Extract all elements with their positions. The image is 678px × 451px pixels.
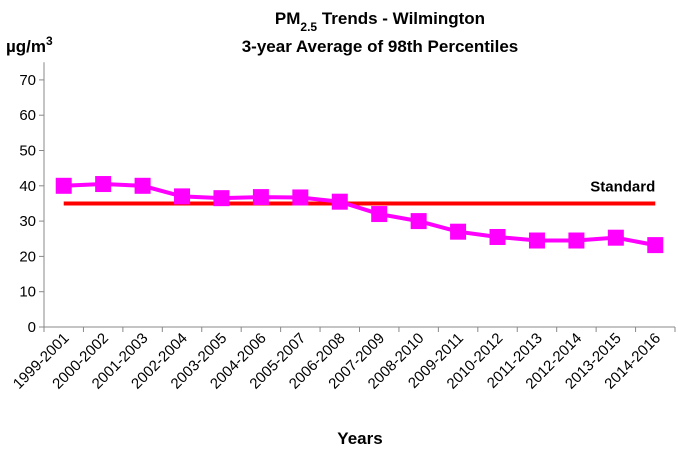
y-label-part: µg/m bbox=[6, 37, 46, 56]
y-axis-label: µg/m3 bbox=[6, 34, 53, 56]
data-point bbox=[410, 213, 427, 230]
title-part: Trends - Wilmington bbox=[317, 9, 485, 28]
reference-label: Standard bbox=[590, 178, 655, 195]
y-tick-label: 0 bbox=[28, 319, 36, 336]
y-tick-label: 60 bbox=[19, 107, 36, 124]
title-subscript: 2.5 bbox=[300, 20, 317, 34]
data-point bbox=[489, 228, 506, 245]
chart-subtitle: 3-year Average of 98th Percentiles bbox=[242, 37, 519, 56]
y-tick-label: 30 bbox=[19, 213, 36, 230]
data-point bbox=[95, 176, 112, 193]
data-point bbox=[568, 232, 585, 249]
data-point bbox=[371, 206, 388, 223]
data-point bbox=[331, 193, 348, 210]
data-point bbox=[450, 223, 467, 240]
y-tick-label: 50 bbox=[19, 143, 36, 160]
y-tick-label: 70 bbox=[19, 72, 36, 89]
data-point bbox=[174, 188, 191, 205]
data-point bbox=[647, 237, 664, 254]
data-point bbox=[528, 232, 545, 249]
y-tick-label: 10 bbox=[19, 284, 36, 301]
data-point bbox=[607, 229, 624, 246]
data-point bbox=[292, 189, 309, 206]
data-point bbox=[55, 177, 72, 194]
y-tick-label: 40 bbox=[19, 178, 36, 195]
data-point bbox=[252, 189, 269, 206]
data-point bbox=[213, 190, 230, 207]
y-tick-label: 20 bbox=[19, 248, 36, 265]
data-point bbox=[134, 177, 151, 194]
data-line bbox=[63, 182, 656, 248]
title-part: PM bbox=[275, 9, 301, 28]
chart-title: PM2.5 Trends - Wilmington bbox=[275, 9, 485, 34]
x-axis-label: Years bbox=[337, 429, 382, 448]
y-label-superscript: 3 bbox=[46, 34, 53, 48]
